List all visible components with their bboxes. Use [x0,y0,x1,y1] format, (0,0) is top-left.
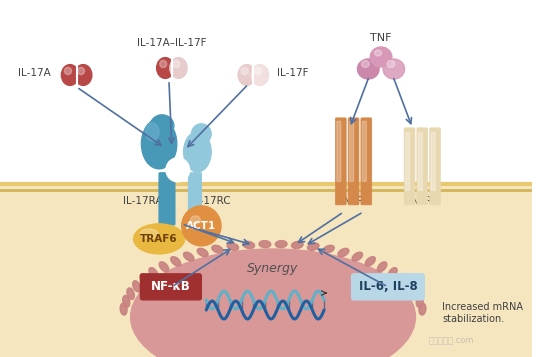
Ellipse shape [159,262,169,272]
Bar [0,0,532,184]
Ellipse shape [170,57,187,79]
Ellipse shape [352,252,363,261]
Text: IL-17RC: IL-17RC [191,196,231,206]
Ellipse shape [227,243,238,250]
Ellipse shape [254,67,261,75]
Ellipse shape [131,249,415,357]
Ellipse shape [377,262,387,272]
FancyBboxPatch shape [337,121,341,181]
Ellipse shape [212,245,223,253]
FancyBboxPatch shape [405,132,410,190]
Ellipse shape [133,224,185,254]
FancyBboxPatch shape [404,128,415,205]
Ellipse shape [149,268,158,278]
FancyBboxPatch shape [189,173,201,220]
Text: TNF: TNF [370,33,392,43]
Ellipse shape [362,60,369,67]
Ellipse shape [75,65,92,85]
Ellipse shape [388,268,397,278]
Ellipse shape [133,281,140,292]
FancyBboxPatch shape [348,118,359,205]
Text: TNFR1: TNFR1 [337,196,370,206]
Ellipse shape [241,67,248,75]
FancyBboxPatch shape [417,128,428,205]
Ellipse shape [140,229,158,239]
Ellipse shape [292,241,303,248]
Text: IL-17F: IL-17F [277,68,308,78]
FancyBboxPatch shape [159,173,175,225]
FancyBboxPatch shape [418,132,422,190]
Text: ACT1: ACT1 [186,221,216,231]
Ellipse shape [238,65,255,85]
Ellipse shape [120,303,127,315]
Circle shape [182,206,221,246]
Ellipse shape [145,123,159,141]
Ellipse shape [259,241,271,248]
Text: IL-17A: IL-17A [18,68,51,78]
Ellipse shape [275,241,287,248]
Ellipse shape [141,119,177,169]
Ellipse shape [191,124,211,144]
Text: 富松检测网.com: 富松检测网.com [429,336,474,345]
FancyBboxPatch shape [361,118,372,205]
FancyBboxPatch shape [431,132,435,190]
Ellipse shape [173,60,180,67]
Ellipse shape [61,65,79,85]
Ellipse shape [307,243,319,250]
Ellipse shape [183,252,194,261]
Ellipse shape [416,295,423,307]
Ellipse shape [122,295,130,307]
FancyBboxPatch shape [335,118,346,205]
Ellipse shape [387,60,395,67]
FancyBboxPatch shape [363,121,366,181]
Ellipse shape [160,60,167,67]
Text: IL-17A–IL-17F: IL-17A–IL-17F [137,38,207,48]
Ellipse shape [150,115,174,137]
Ellipse shape [184,132,211,172]
Circle shape [166,158,190,182]
Ellipse shape [64,67,72,75]
FancyBboxPatch shape [350,121,353,181]
Ellipse shape [78,67,85,75]
Ellipse shape [157,57,174,79]
Ellipse shape [370,47,392,67]
Ellipse shape [358,59,379,79]
Ellipse shape [140,274,149,285]
Ellipse shape [323,245,334,253]
Ellipse shape [405,281,414,292]
Ellipse shape [419,303,426,315]
Ellipse shape [251,65,269,85]
Ellipse shape [243,241,255,248]
Ellipse shape [375,50,382,56]
Bar [0,184,532,357]
Ellipse shape [365,257,375,266]
Text: Synergy: Synergy [247,262,299,275]
FancyBboxPatch shape [430,128,441,205]
Text: TNFR2: TNFR2 [405,196,439,206]
Ellipse shape [191,216,201,224]
FancyBboxPatch shape [140,274,201,300]
Text: Increased mRNA
stabilization.: Increased mRNA stabilization. [442,302,523,323]
Ellipse shape [383,59,405,79]
Ellipse shape [338,248,349,257]
Text: IL-17RA: IL-17RA [122,196,162,206]
Text: NF-κB: NF-κB [151,280,191,293]
Ellipse shape [412,288,419,300]
Ellipse shape [397,274,406,285]
Ellipse shape [127,288,134,300]
Text: TRAF6: TRAF6 [140,234,178,244]
Ellipse shape [197,248,208,257]
Text: IL-6, IL-8: IL-6, IL-8 [359,280,417,293]
FancyBboxPatch shape [352,274,424,300]
Ellipse shape [171,257,181,266]
